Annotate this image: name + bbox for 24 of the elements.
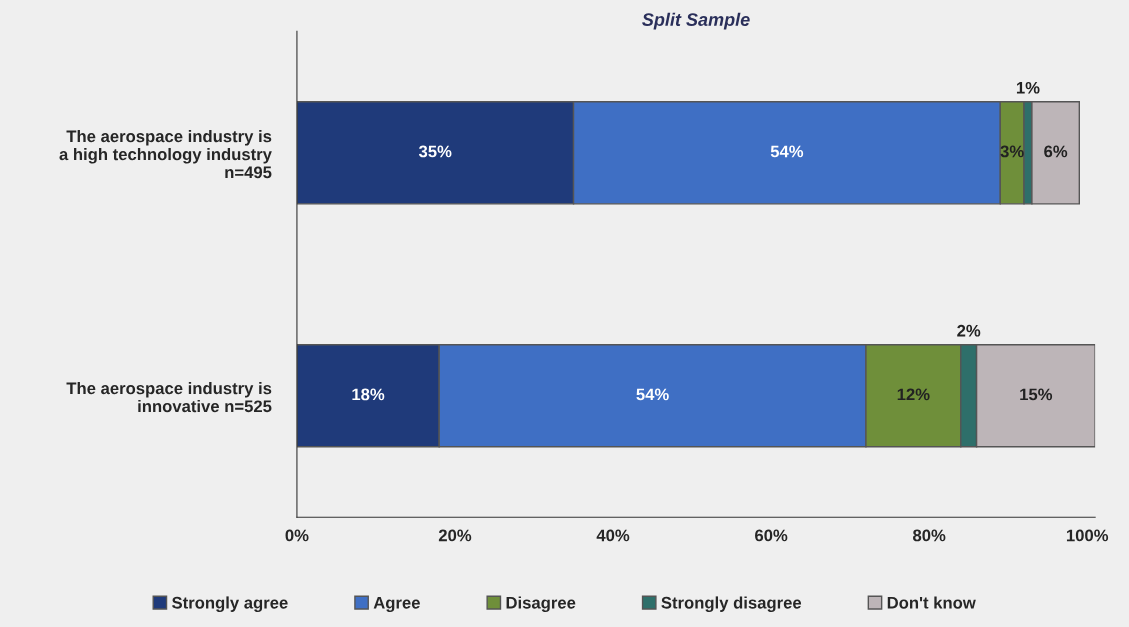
data-label: 3% (1000, 145, 1024, 158)
x-tick-label: 20% (438, 529, 472, 542)
x-tick-label: 100% (1066, 529, 1109, 542)
data-label: 54% (770, 145, 804, 158)
data-label: 54% (636, 388, 669, 401)
chart-title: Split Sample (642, 12, 750, 30)
y-tick-label: The aerospace industry is innovative n=525 (66, 381, 272, 413)
data-label: 15% (1020, 388, 1053, 401)
data-label: 35% (418, 145, 452, 158)
data-label: 2% (957, 324, 981, 337)
y-tick-label: The aerospace industry is a high technology industry n=495 (59, 130, 272, 179)
data-label: 18% (352, 388, 385, 401)
legend-label: Strongly disagree (661, 596, 802, 612)
legend-label: Disagree (506, 596, 576, 612)
data-label: 12% (897, 388, 930, 401)
x-tick-label: 60% (755, 529, 788, 542)
x-tick-label: 40% (596, 529, 630, 542)
legend-label: Agree (373, 597, 420, 612)
x-tick-label: 0% (285, 529, 309, 542)
legend-label: Strongly agree (172, 596, 288, 612)
data-label: 1% (1016, 81, 1040, 94)
x-tick-label: 80% (913, 529, 946, 542)
data-label: 6% (1044, 145, 1068, 158)
legend-label: Don't know (887, 596, 976, 609)
